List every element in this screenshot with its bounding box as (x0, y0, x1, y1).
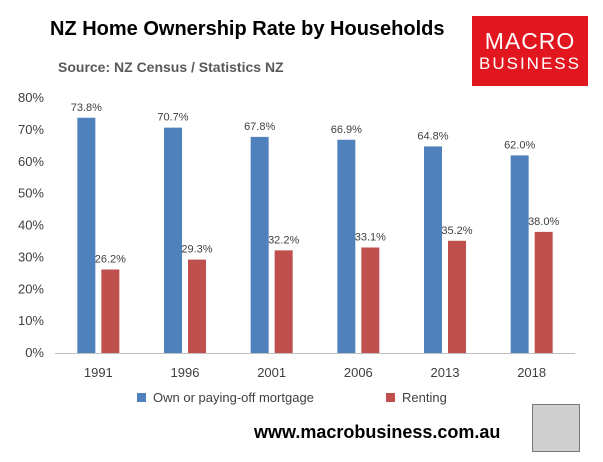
wolf-logo-icon (532, 404, 580, 452)
y-tick-label: 40% (18, 218, 44, 233)
macrobusiness-logo: MACRO BUSINESS (472, 16, 588, 86)
y-tick-label: 30% (18, 249, 44, 264)
data-label-own: 70.7% (157, 112, 188, 124)
x-tick-label: 1991 (84, 365, 113, 380)
data-label-renting: 35.2% (441, 225, 472, 237)
chart-source: Source: NZ Census / Statistics NZ (58, 59, 284, 75)
bar-renting (361, 247, 380, 353)
bar-renting (448, 240, 466, 353)
x-tick-label: 2001 (257, 365, 286, 380)
data-label-renting: 29.3% (181, 244, 212, 256)
y-tick-label: 80% (18, 90, 44, 105)
bar-own (510, 155, 529, 353)
bar-renting (274, 250, 293, 353)
y-tick-label: 50% (18, 186, 44, 201)
data-label-renting: 33.1% (355, 231, 386, 243)
data-label-renting: 38.0% (528, 216, 559, 228)
logo-line-1: MACRO (484, 28, 576, 54)
bar-own (337, 139, 356, 353)
legend-swatch-rent (386, 393, 395, 402)
legend-item-own: Own or paying-off mortgage (137, 390, 314, 405)
data-label-own: 62.0% (504, 139, 535, 151)
data-label-renting: 26.2% (95, 253, 126, 265)
data-label-own: 67.8% (244, 121, 275, 133)
y-tick-label: 10% (18, 313, 44, 328)
y-tick-label: 0% (25, 345, 44, 360)
y-tick-label: 20% (18, 281, 44, 296)
data-label-own: 73.8% (71, 102, 102, 114)
y-tick-label: 60% (18, 154, 44, 169)
bar-own (164, 127, 182, 353)
bar-own (250, 136, 269, 353)
y-tick-label: 70% (18, 122, 44, 137)
data-label-own: 66.9% (331, 124, 362, 136)
bar-renting (534, 231, 553, 353)
bar-own (77, 117, 96, 353)
bar-own (424, 146, 442, 353)
logo-line-2: BUSINESS (479, 54, 581, 73)
bar-renting (188, 259, 206, 353)
x-tick-label: 1996 (171, 365, 200, 380)
legend-label-rent: Renting (402, 390, 447, 405)
chart-title: NZ Home Ownership Rate by Households (50, 18, 445, 40)
bar-renting (101, 269, 120, 353)
x-tick-label: 2013 (431, 365, 460, 380)
data-label-renting: 32.2% (268, 234, 299, 246)
legend-label-own: Own or paying-off mortgage (153, 390, 314, 405)
data-label-own: 64.8% (417, 130, 448, 142)
website-url[interactable]: www.macrobusiness.com.au (254, 422, 501, 442)
x-tick-label: 2006 (344, 365, 373, 380)
legend-swatch-own (137, 393, 146, 402)
x-tick-label: 2018 (517, 365, 546, 380)
legend-item-rent: Renting (386, 390, 447, 405)
